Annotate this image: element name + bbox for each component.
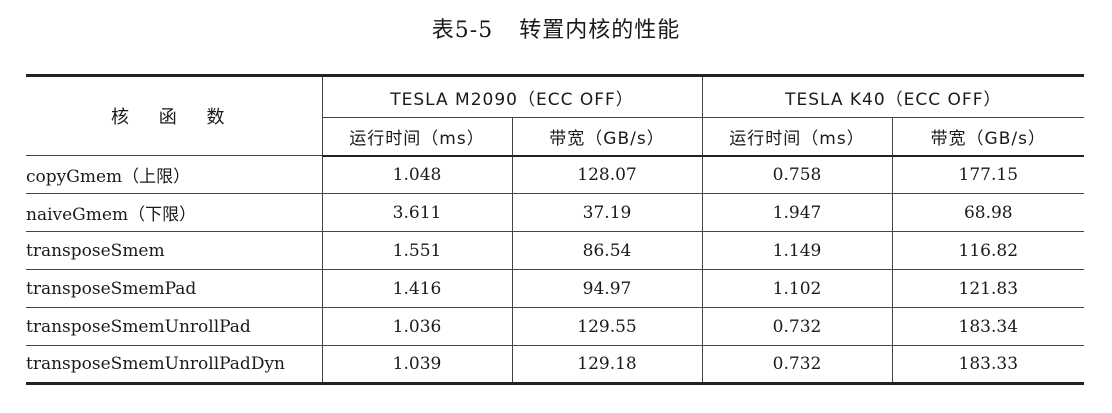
m2090-bandwidth-cell: 129.55 xyxy=(512,307,703,346)
k40-bandwidth-cell: 116.82 xyxy=(892,231,1085,270)
subheader-m2090-bandwidth: 带宽（GB/s） xyxy=(512,117,703,157)
k40-time-cell: 0.758 xyxy=(702,155,893,194)
kernel-name-cell: transposeSmemUnrollPadDyn xyxy=(26,345,323,384)
k40-bandwidth-cell: 177.15 xyxy=(892,155,1085,194)
m2090-time-cell: 1.416 xyxy=(322,269,513,308)
k40-bandwidth-cell: 121.83 xyxy=(892,269,1085,308)
table-caption: 表5-5 转置内核的性能 xyxy=(0,12,1112,44)
table-row: naiveGmem（下限） 3.611 37.19 1.947 68.98 xyxy=(26,193,1085,232)
kernel-name-cell: naiveGmem（下限） xyxy=(26,193,323,232)
k40-time-cell: 1.947 xyxy=(702,193,893,232)
kernel-name-cell: transposeSmem xyxy=(26,231,323,270)
table-row: transposeSmemPad 1.416 94.97 1.102 121.8… xyxy=(26,269,1085,308)
k40-time-cell: 0.732 xyxy=(702,307,893,346)
kernel-name-cell: copyGmem（上限） xyxy=(26,155,323,194)
header-row-groups: 核 函 数 TESLA M2090（ECC OFF） TESLA K40（ECC… xyxy=(26,75,1085,156)
m2090-bandwidth-cell: 37.19 xyxy=(512,193,703,232)
k40-time-cell: 1.149 xyxy=(702,231,893,270)
k40-bandwidth-cell: 183.34 xyxy=(892,307,1085,346)
m2090-time-cell: 1.551 xyxy=(322,231,513,270)
kernel-column-header: 核 函 数 xyxy=(26,75,323,156)
m2090-bandwidth-cell: 94.97 xyxy=(512,269,703,308)
group-header-m2090: TESLA M2090（ECC OFF） xyxy=(322,75,703,118)
table-row: transposeSmemUnrollPadDyn 1.039 129.18 0… xyxy=(26,345,1085,384)
m2090-time-cell: 3.611 xyxy=(322,193,513,232)
subheader-m2090-time: 运行时间（ms） xyxy=(322,117,513,157)
performance-table: 核 函 数 TESLA M2090（ECC OFF） TESLA K40（ECC… xyxy=(26,74,1085,385)
k40-bandwidth-cell: 183.33 xyxy=(892,345,1085,384)
header-row-metrics: 运行时间（ms） 带宽（GB/s） 运行时间（ms） 带宽（GB/s） xyxy=(26,117,1085,157)
k40-bandwidth-cell: 68.98 xyxy=(892,193,1085,232)
subheader-k40-bandwidth: 带宽（GB/s） xyxy=(892,117,1085,157)
m2090-bandwidth-cell: 128.07 xyxy=(512,155,703,194)
table-row: copyGmem（上限） 1.048 128.07 0.758 177.15 xyxy=(26,155,1085,194)
m2090-time-cell: 1.039 xyxy=(322,345,513,384)
table-row: transposeSmem 1.551 86.54 1.149 116.82 xyxy=(26,231,1085,270)
kernel-name-cell: transposeSmemUnrollPad xyxy=(26,307,323,346)
m2090-time-cell: 1.048 xyxy=(322,155,513,194)
table-number: 表5-5 xyxy=(431,18,494,43)
m2090-bandwidth-cell: 129.18 xyxy=(512,345,703,384)
subheader-k40-time: 运行时间（ms） xyxy=(702,117,893,157)
table-row: transposeSmemUnrollPad 1.036 129.55 0.73… xyxy=(26,307,1085,346)
table-title: 转置内核的性能 xyxy=(519,18,681,43)
k40-time-cell: 0.732 xyxy=(702,345,893,384)
k40-time-cell: 1.102 xyxy=(702,269,893,308)
m2090-time-cell: 1.036 xyxy=(322,307,513,346)
kernel-name-cell: transposeSmemPad xyxy=(26,269,323,308)
m2090-bandwidth-cell: 86.54 xyxy=(512,231,703,270)
group-header-k40: TESLA K40（ECC OFF） xyxy=(702,75,1085,118)
